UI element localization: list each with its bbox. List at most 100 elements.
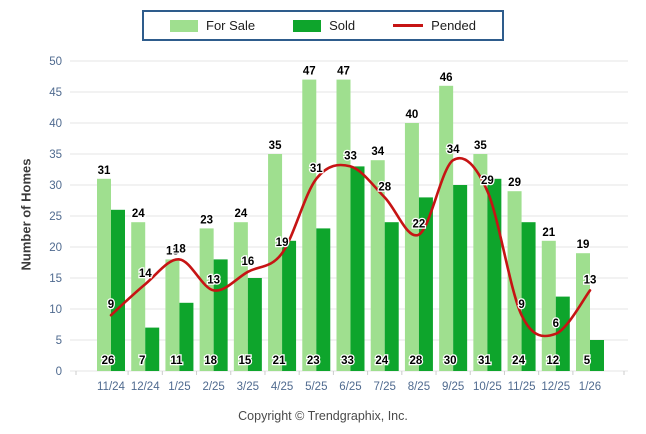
for-sale-bar [268,154,283,371]
x-tick-label: 9/25 [442,381,464,393]
pended-value-label: 28 [378,181,391,193]
sold-value-label: 11 [170,355,183,367]
for-sale-value-label: 29 [508,177,521,189]
x-tick-label: 8/25 [408,381,430,393]
sold-value-label: 24 [512,355,525,367]
for-sale-bar [165,259,180,371]
for-sale-bar [336,79,351,371]
pended-value-label: 18 [173,243,186,255]
sold-value-label: 30 [444,355,457,367]
y-tick-label: 5 [56,335,62,347]
y-tick-label: 0 [56,366,62,378]
legend-label-pended: Pended [431,18,476,33]
legend: For Sale Sold Pended [142,10,504,41]
for-sale-bar [507,191,522,371]
legend-item-for-sale: For Sale [170,18,255,33]
legend-label-sold: Sold [329,18,356,33]
pended-value-label: 9 [108,299,114,311]
sold-value-label: 28 [410,355,423,367]
for-sale-bar [541,240,556,371]
sold-value-label: 24 [375,355,388,367]
y-tick-label: 40 [49,118,62,130]
copyright: Copyright © Trendgraphix, Inc. [238,409,408,423]
y-tick-label: 15 [49,273,62,285]
x-tick-label: 1/26 [579,381,601,393]
x-tick-label: 2/25 [202,381,224,393]
for-sale-bar [97,178,111,371]
sold-value-label: 33 [341,355,354,367]
pended-line [109,157,592,338]
sold-bar [350,166,365,371]
sold-value-label: 18 [204,355,217,367]
for-sale-value-label: 47 [303,66,316,78]
sold-value-label: 7 [139,355,145,367]
pended-value-label: 29 [481,175,494,187]
sold-bar [282,240,297,371]
for-sale-bar [473,154,488,371]
sold-bar [555,296,570,371]
y-tick-label: 50 [49,56,62,68]
for-sale-bar [576,253,590,371]
sold-value-label: 15 [238,355,251,367]
x-tick-label: 11/25 [508,381,536,393]
legend-item-pended: Pended [393,18,476,33]
for-sale-value-label: 21 [542,227,555,239]
sold-value-label: 12 [546,355,559,367]
for-sale-value-label: 24 [234,208,247,220]
pended-value-label: 9 [518,299,524,311]
for-sale-bar [404,123,419,371]
pended-value-label: 14 [139,268,152,280]
for-sale-value-label: 31 [98,165,111,177]
sold-bar [179,302,194,371]
sold-value-label: 5 [584,355,591,367]
for-sale-value-label: 23 [200,214,213,226]
for-sale-bar [439,85,454,372]
pended-value-label: 13 [584,274,597,286]
sold-bar [521,222,536,371]
for-sale-value-label: 18 [166,245,179,257]
pended-value-label: 22 [413,219,426,231]
pended-line-swatch-icon [393,24,424,27]
sold-bar [316,228,331,371]
for-sale-bar [302,79,317,371]
sold-bar [384,222,399,371]
sold-value-label: 26 [102,355,115,367]
x-tick-label: 1/25 [168,381,190,393]
y-tick-label: 20 [49,242,62,254]
for-sale-value-label: 40 [406,109,419,121]
for-sale-value-label: 24 [132,208,145,220]
pended-value-label: 34 [447,144,460,156]
pended-value-label: 16 [241,256,254,268]
legend-item-sold: Sold [293,18,355,33]
pended-value-label: 31 [310,163,323,175]
for-sale-value-label: 46 [440,72,453,84]
sold-bar [590,340,604,371]
for-sale-value-label: 34 [371,146,384,158]
sold-value-label: 23 [307,355,320,367]
y-tick-label: 35 [49,149,62,161]
pended-value-label: 33 [344,150,357,162]
sold-swatch-icon [293,19,322,32]
y-tick-label: 45 [49,87,62,99]
sold-value-label: 21 [273,355,286,367]
x-tick-label: 11/24 [97,381,126,393]
sold-bar [247,278,262,371]
sold-bar [145,327,160,371]
y-tick-label: 25 [49,211,62,223]
for-sale-bar [370,160,385,371]
for-sale-swatch-icon [170,19,198,32]
sold-bar [453,185,468,371]
pended-value-label: 6 [553,318,559,330]
x-tick-label: 7/25 [374,381,396,393]
legend-label-for-sale: For Sale [206,18,256,33]
pended-value-label: 19 [276,237,289,249]
x-tick-label: 10/25 [473,381,502,393]
sold-bar [418,197,433,371]
for-sale-bar [199,228,214,371]
pended-value-label: 13 [207,274,220,286]
y-tick-label: 10 [49,304,62,316]
sold-bar [111,209,125,371]
for-sale-value-label: 47 [337,66,350,78]
x-tick-label: 12/25 [541,381,570,393]
